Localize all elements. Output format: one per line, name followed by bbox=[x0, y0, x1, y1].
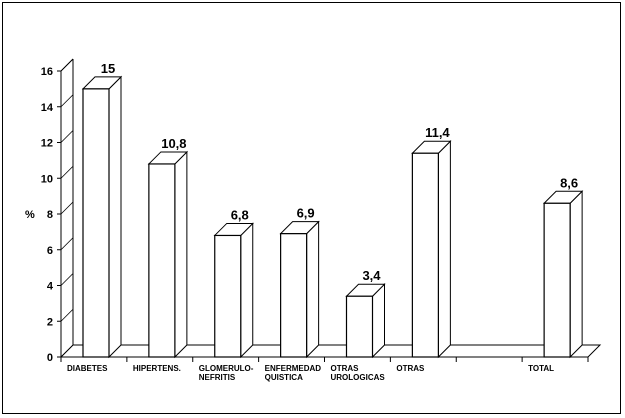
bar-side bbox=[306, 220, 320, 359]
bar-side bbox=[437, 140, 451, 359]
y-tick-depth-line bbox=[60, 308, 74, 322]
bar bbox=[148, 163, 176, 358]
bar bbox=[411, 152, 439, 358]
x-tick-label: ENFERMEDAD bbox=[265, 364, 322, 373]
y-tick-depth-line bbox=[60, 273, 74, 286]
y-tick-label: 12 bbox=[41, 138, 53, 150]
bar bbox=[345, 295, 374, 358]
y-tick-depth-line bbox=[60, 237, 74, 251]
bar-side bbox=[108, 75, 122, 359]
floor-plane bbox=[59, 344, 602, 358]
y-tick-label: 16 bbox=[41, 66, 53, 78]
data-label: 10,8 bbox=[161, 136, 186, 151]
y-axis-label: % bbox=[25, 209, 35, 221]
x-tick-label: OTRAS bbox=[331, 364, 360, 373]
x-tick-label: DIABETES bbox=[67, 364, 108, 373]
y-tick-depth-line bbox=[60, 94, 74, 108]
y-tick-label: 8 bbox=[47, 209, 53, 221]
labels-group: DIABETES 15 HIPERTENS. 10,8 GLOMERULO-NEFRIT… bbox=[67, 61, 578, 382]
data-label: 11,4 bbox=[425, 125, 450, 140]
x-tick-label: OTRAS bbox=[396, 364, 425, 373]
data-label: 15 bbox=[101, 61, 115, 76]
bar bbox=[214, 234, 242, 358]
y-tick-label: 10 bbox=[41, 173, 53, 185]
y-tick-label: 2 bbox=[47, 316, 53, 328]
y-tick-label: 4 bbox=[47, 281, 54, 293]
data-label: 3,4 bbox=[362, 268, 381, 283]
data-label: 6,9 bbox=[297, 206, 315, 221]
y-tick-depth-line bbox=[60, 165, 74, 179]
y-tick-depth-line bbox=[60, 201, 74, 215]
x-tick-label: GLOMERULO- bbox=[199, 364, 254, 373]
y-tick-depth-line bbox=[60, 130, 74, 143]
x-tick-label: HIPERTENS. bbox=[133, 364, 181, 373]
bar-side bbox=[174, 150, 188, 359]
x-tick-label: UROLOGICAS bbox=[331, 373, 386, 382]
bar-side bbox=[569, 190, 583, 359]
y-tick-label: 14 bbox=[41, 102, 54, 114]
bar bbox=[543, 202, 571, 358]
x-tick-label: QUISTICA bbox=[265, 373, 303, 382]
x-tick-label: TOTAL bbox=[528, 364, 554, 373]
y-tick-label: 0 bbox=[47, 352, 53, 364]
y-tick-depth-line bbox=[60, 58, 74, 72]
chart-frame: 0 2 4 6 8 10 12 14 16% DIABETES 15 HIPERTENS. 10,8 G… bbox=[2, 2, 621, 414]
bar bbox=[280, 233, 308, 358]
bar-side bbox=[372, 283, 385, 359]
y-tick-label: 6 bbox=[47, 245, 53, 257]
bar bbox=[82, 88, 110, 358]
bar-side bbox=[240, 222, 254, 359]
bars-group bbox=[81, 75, 584, 359]
data-label: 6,8 bbox=[231, 207, 249, 222]
data-label: 8,6 bbox=[560, 175, 578, 190]
axis-group: 0 2 4 6 8 10 12 14 16% bbox=[25, 58, 602, 364]
x-tick-label: NEFRITIS bbox=[199, 373, 236, 382]
y-tick-depth-line bbox=[60, 344, 74, 358]
bar-chart: 0 2 4 6 8 10 12 14 16% DIABETES 15 HIPERTENS. 10,8 G… bbox=[25, 58, 602, 382]
